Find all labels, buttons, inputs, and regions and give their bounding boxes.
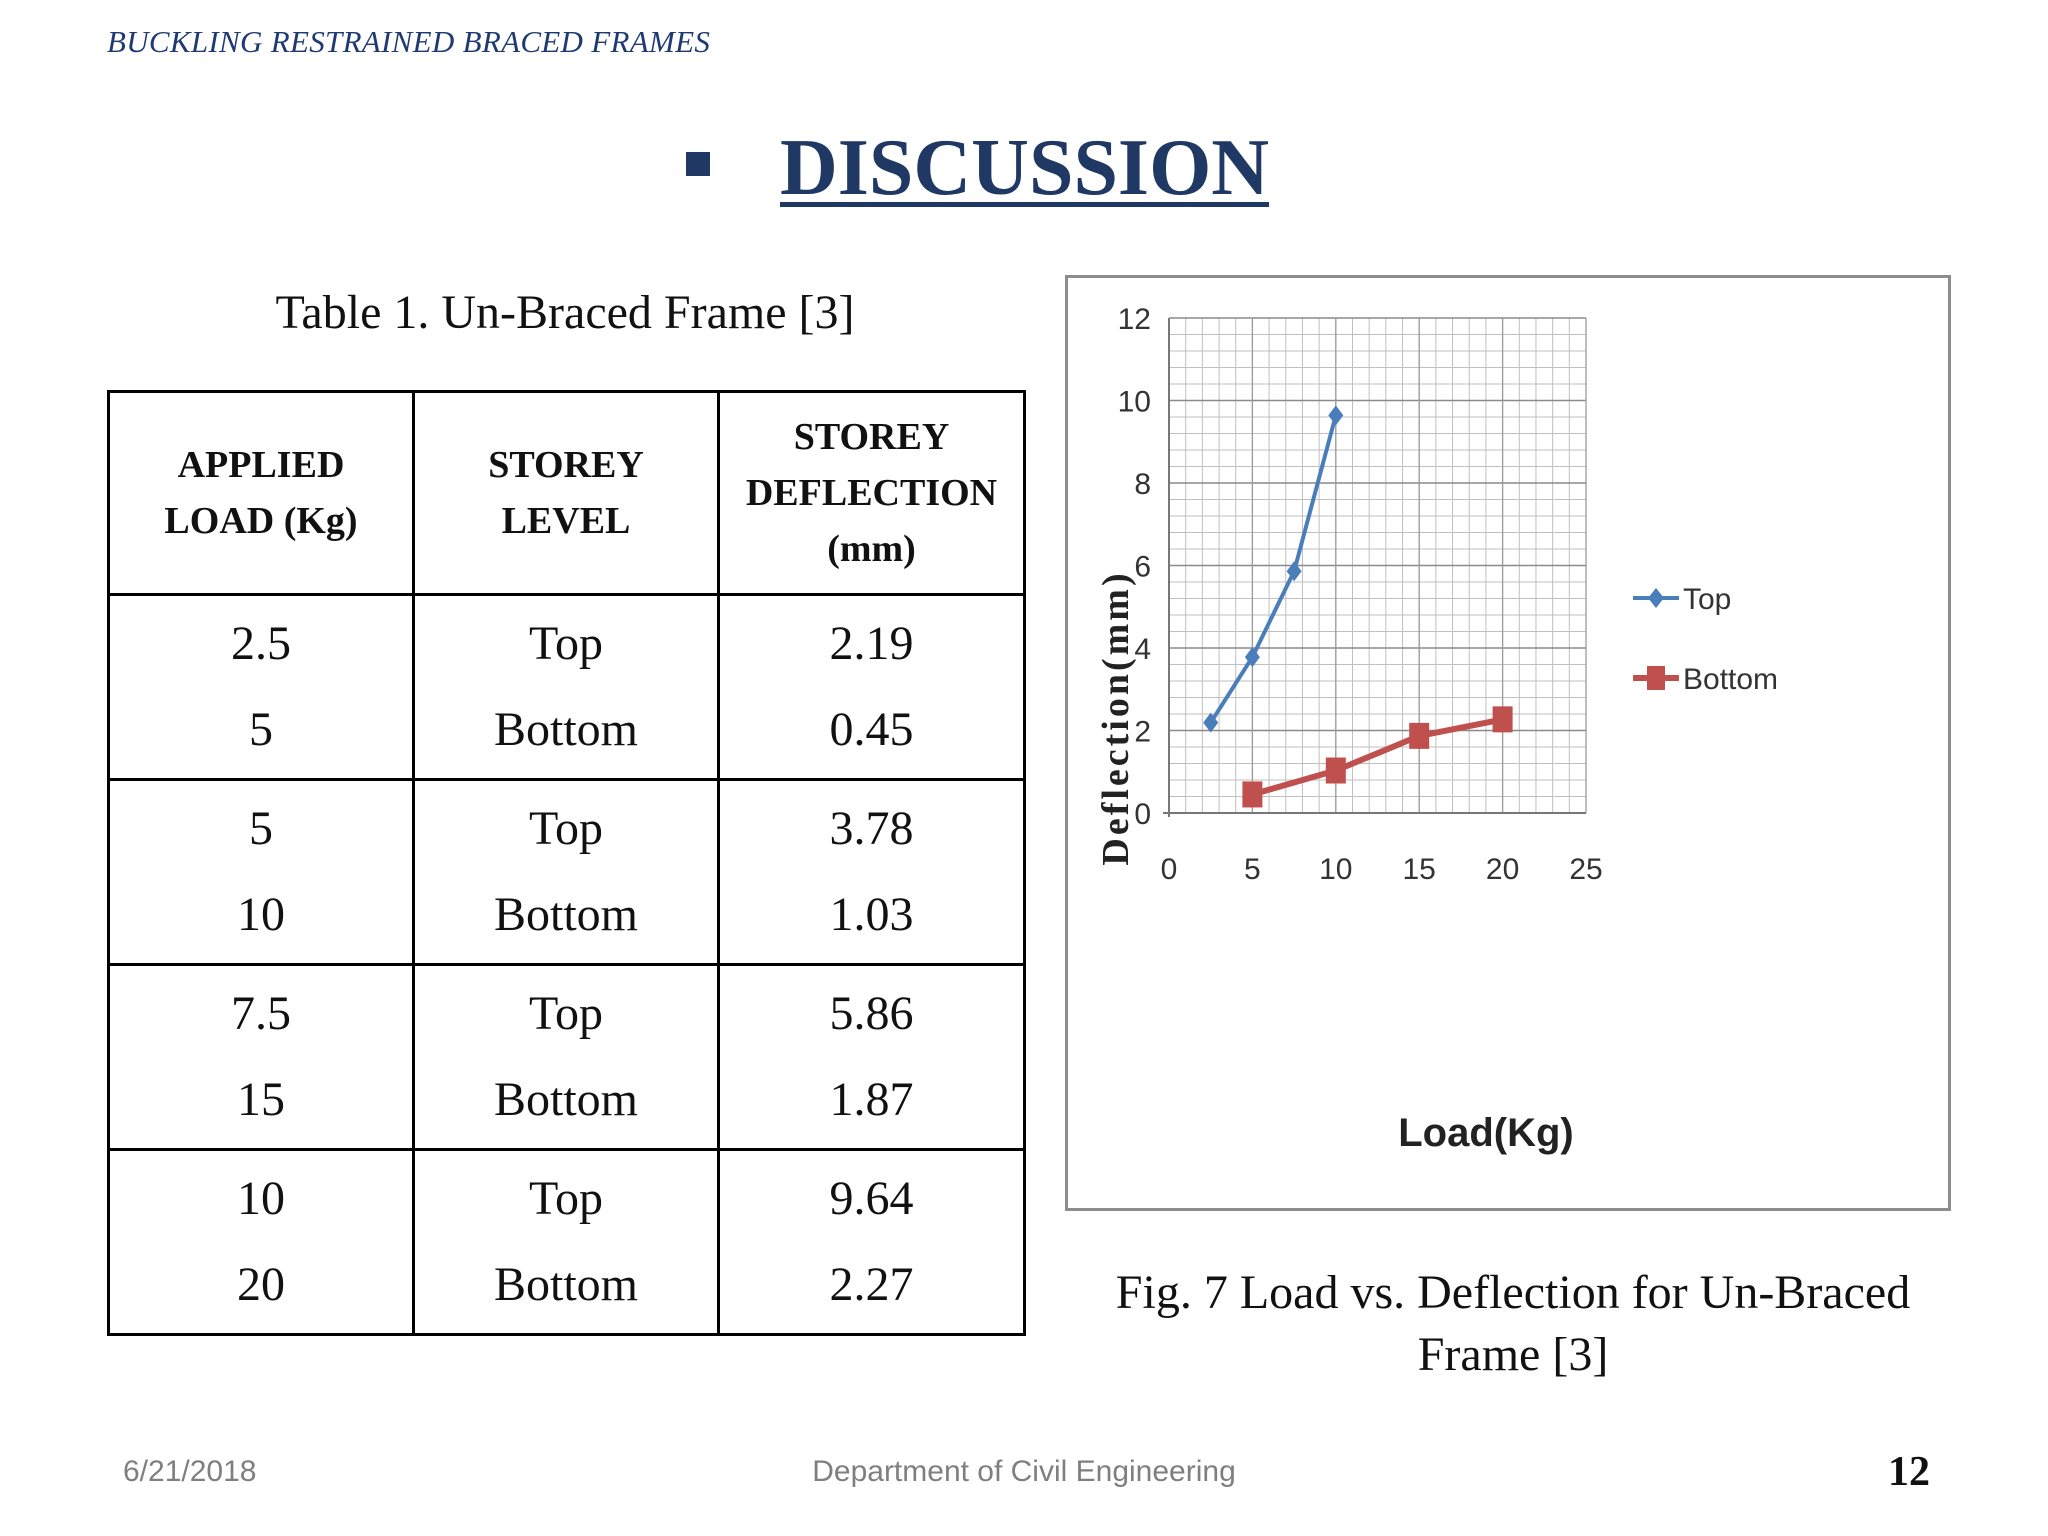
data-point-bottom <box>1492 706 1513 733</box>
legend-marker-bottom <box>1647 666 1665 690</box>
y-tick-label: 4 <box>1134 633 1151 666</box>
load-value: 5 <box>249 703 273 756</box>
column-header-applied-load: APPLIED LOAD (Kg) <box>107 390 415 596</box>
figure-caption: Fig. 7 Load vs. Deflection for Un-Braced… <box>1115 1266 1911 1381</box>
data-point-top <box>1203 712 1219 733</box>
y-tick-label: 0 <box>1134 798 1151 831</box>
footer-department: Department of Civil Engineering <box>812 1455 1236 1488</box>
level-value: Bottom <box>493 1073 639 1126</box>
deflection-value: 2.27 <box>829 1258 914 1311</box>
load-value: 15 <box>237 1073 285 1126</box>
deflection-value: 3.78 <box>829 802 914 855</box>
level-value: Top <box>529 987 603 1040</box>
level-cell: Top Bottom <box>412 593 720 781</box>
deflection-cell: 3.78 1.03 <box>717 778 1026 966</box>
data-point-top <box>1286 561 1302 582</box>
chart-legend: Top Bottom <box>1633 583 1778 696</box>
running-header: BUCKLING RESTRAINED BRACED FRAMES <box>107 24 711 59</box>
deflection-cell: 9.64 2.27 <box>717 1148 1026 1336</box>
level-value: Bottom <box>493 703 639 756</box>
footer-date: 6/21/2018 <box>123 1455 257 1488</box>
table-row: 10 20 Top Bottom 9.64 2.27 <box>107 1148 1026 1336</box>
load-cell: 5 10 <box>107 778 415 966</box>
load-value: 10 <box>237 888 285 941</box>
x-tick-label: 20 <box>1486 853 1519 886</box>
load-value: 2.5 <box>231 617 291 670</box>
level-value: Top <box>529 1172 603 1225</box>
x-tick-label: 0 <box>1161 853 1178 886</box>
column-header-storey-level: STOREY LEVEL <box>412 390 720 596</box>
deflection-value: 5.86 <box>829 987 914 1040</box>
table-row: 2.5 5 Top Bottom 2.19 0.45 <box>107 593 1026 781</box>
legend-label-top: Top <box>1683 583 1731 616</box>
slide-title: DISCUSSION <box>780 124 1270 212</box>
page-number: 12 <box>1888 1449 1930 1495</box>
table-header-row: APPLIED LOAD (Kg) STOREY LEVEL STOREY DE… <box>107 390 1026 596</box>
data-point-bottom <box>1409 722 1430 749</box>
deflection-value: 1.03 <box>829 888 914 941</box>
square-bullet-icon <box>686 152 710 176</box>
table-row: 5 10 Top Bottom 3.78 1.03 <box>107 778 1026 966</box>
level-cell: Top Bottom <box>412 963 720 1151</box>
data-point-bottom <box>1325 757 1346 784</box>
chart-frame: 0 2 4 6 8 10 12 0 5 10 15 20 25 Top Bottom Load(Kg) D… <box>1065 275 1951 1211</box>
deflection-cell: 5.86 1.87 <box>717 963 1026 1151</box>
load-value: 7.5 <box>231 987 291 1040</box>
level-value: Bottom <box>493 1258 639 1311</box>
table-caption: Table 1. Un-Braced Frame [3] <box>275 286 855 339</box>
load-deflection-chart: 0 2 4 6 8 10 12 0 5 10 15 20 25 Top Bottom Load(Kg) D… <box>1095 303 1778 1155</box>
deflection-table: APPLIED LOAD (Kg) STOREY LEVEL STOREY DE… <box>107 390 1026 1336</box>
x-tick-label: 25 <box>1569 853 1602 886</box>
table-row: 7.5 15 Top Bottom 5.86 1.87 <box>107 963 1026 1151</box>
slide-title-row: DISCUSSION <box>0 118 2048 218</box>
major-gridlines <box>1168 317 1587 814</box>
y-tick-label: 10 <box>1118 386 1151 419</box>
column-header-storey-deflection: STOREY DEFLECTION (mm) <box>717 390 1026 596</box>
data-point-top <box>1244 647 1260 668</box>
y-tick-label: 2 <box>1134 716 1151 749</box>
deflection-value: 0.45 <box>829 703 914 756</box>
x-tick-label: 5 <box>1244 853 1261 886</box>
y-tick-label: 6 <box>1134 551 1151 584</box>
deflection-value: 2.19 <box>829 617 914 670</box>
load-value: 10 <box>237 1172 285 1225</box>
legend-marker-top <box>1648 588 1664 608</box>
level-value: Bottom <box>493 888 639 941</box>
deflection-value: 9.64 <box>829 1172 914 1225</box>
series-line-top <box>1208 413 1338 725</box>
data-point-bottom <box>1242 781 1263 808</box>
level-value: Top <box>529 802 603 855</box>
deflection-value: 1.87 <box>829 1073 914 1126</box>
data-point-top <box>1328 405 1344 426</box>
load-cell: 10 20 <box>107 1148 415 1336</box>
x-tick-label: 15 <box>1403 853 1436 886</box>
axes <box>1163 318 1586 817</box>
load-value: 20 <box>237 1258 285 1311</box>
deflection-cell: 2.19 0.45 <box>717 593 1026 781</box>
load-value: 5 <box>249 802 273 855</box>
legend-label-bottom: Bottom <box>1683 663 1778 696</box>
series-layer <box>1203 405 1513 808</box>
level-cell: Top Bottom <box>412 1148 720 1336</box>
level-cell: Top Bottom <box>412 778 720 966</box>
load-cell: 7.5 15 <box>107 963 415 1151</box>
load-cell: 2.5 5 <box>107 593 415 781</box>
series-line-bottom <box>1249 716 1506 798</box>
tick-labels: 0 2 4 6 8 10 12 0 5 10 15 20 25 <box>1118 303 1603 886</box>
y-tick-label: 12 <box>1118 303 1151 336</box>
x-axis-label: Load(Kg) <box>1398 1111 1574 1155</box>
y-tick-label: 8 <box>1134 468 1151 501</box>
x-tick-label: 10 <box>1319 853 1352 886</box>
level-value: Top <box>529 617 603 670</box>
y-axis-label: Deflection(mm) <box>1095 570 1137 865</box>
